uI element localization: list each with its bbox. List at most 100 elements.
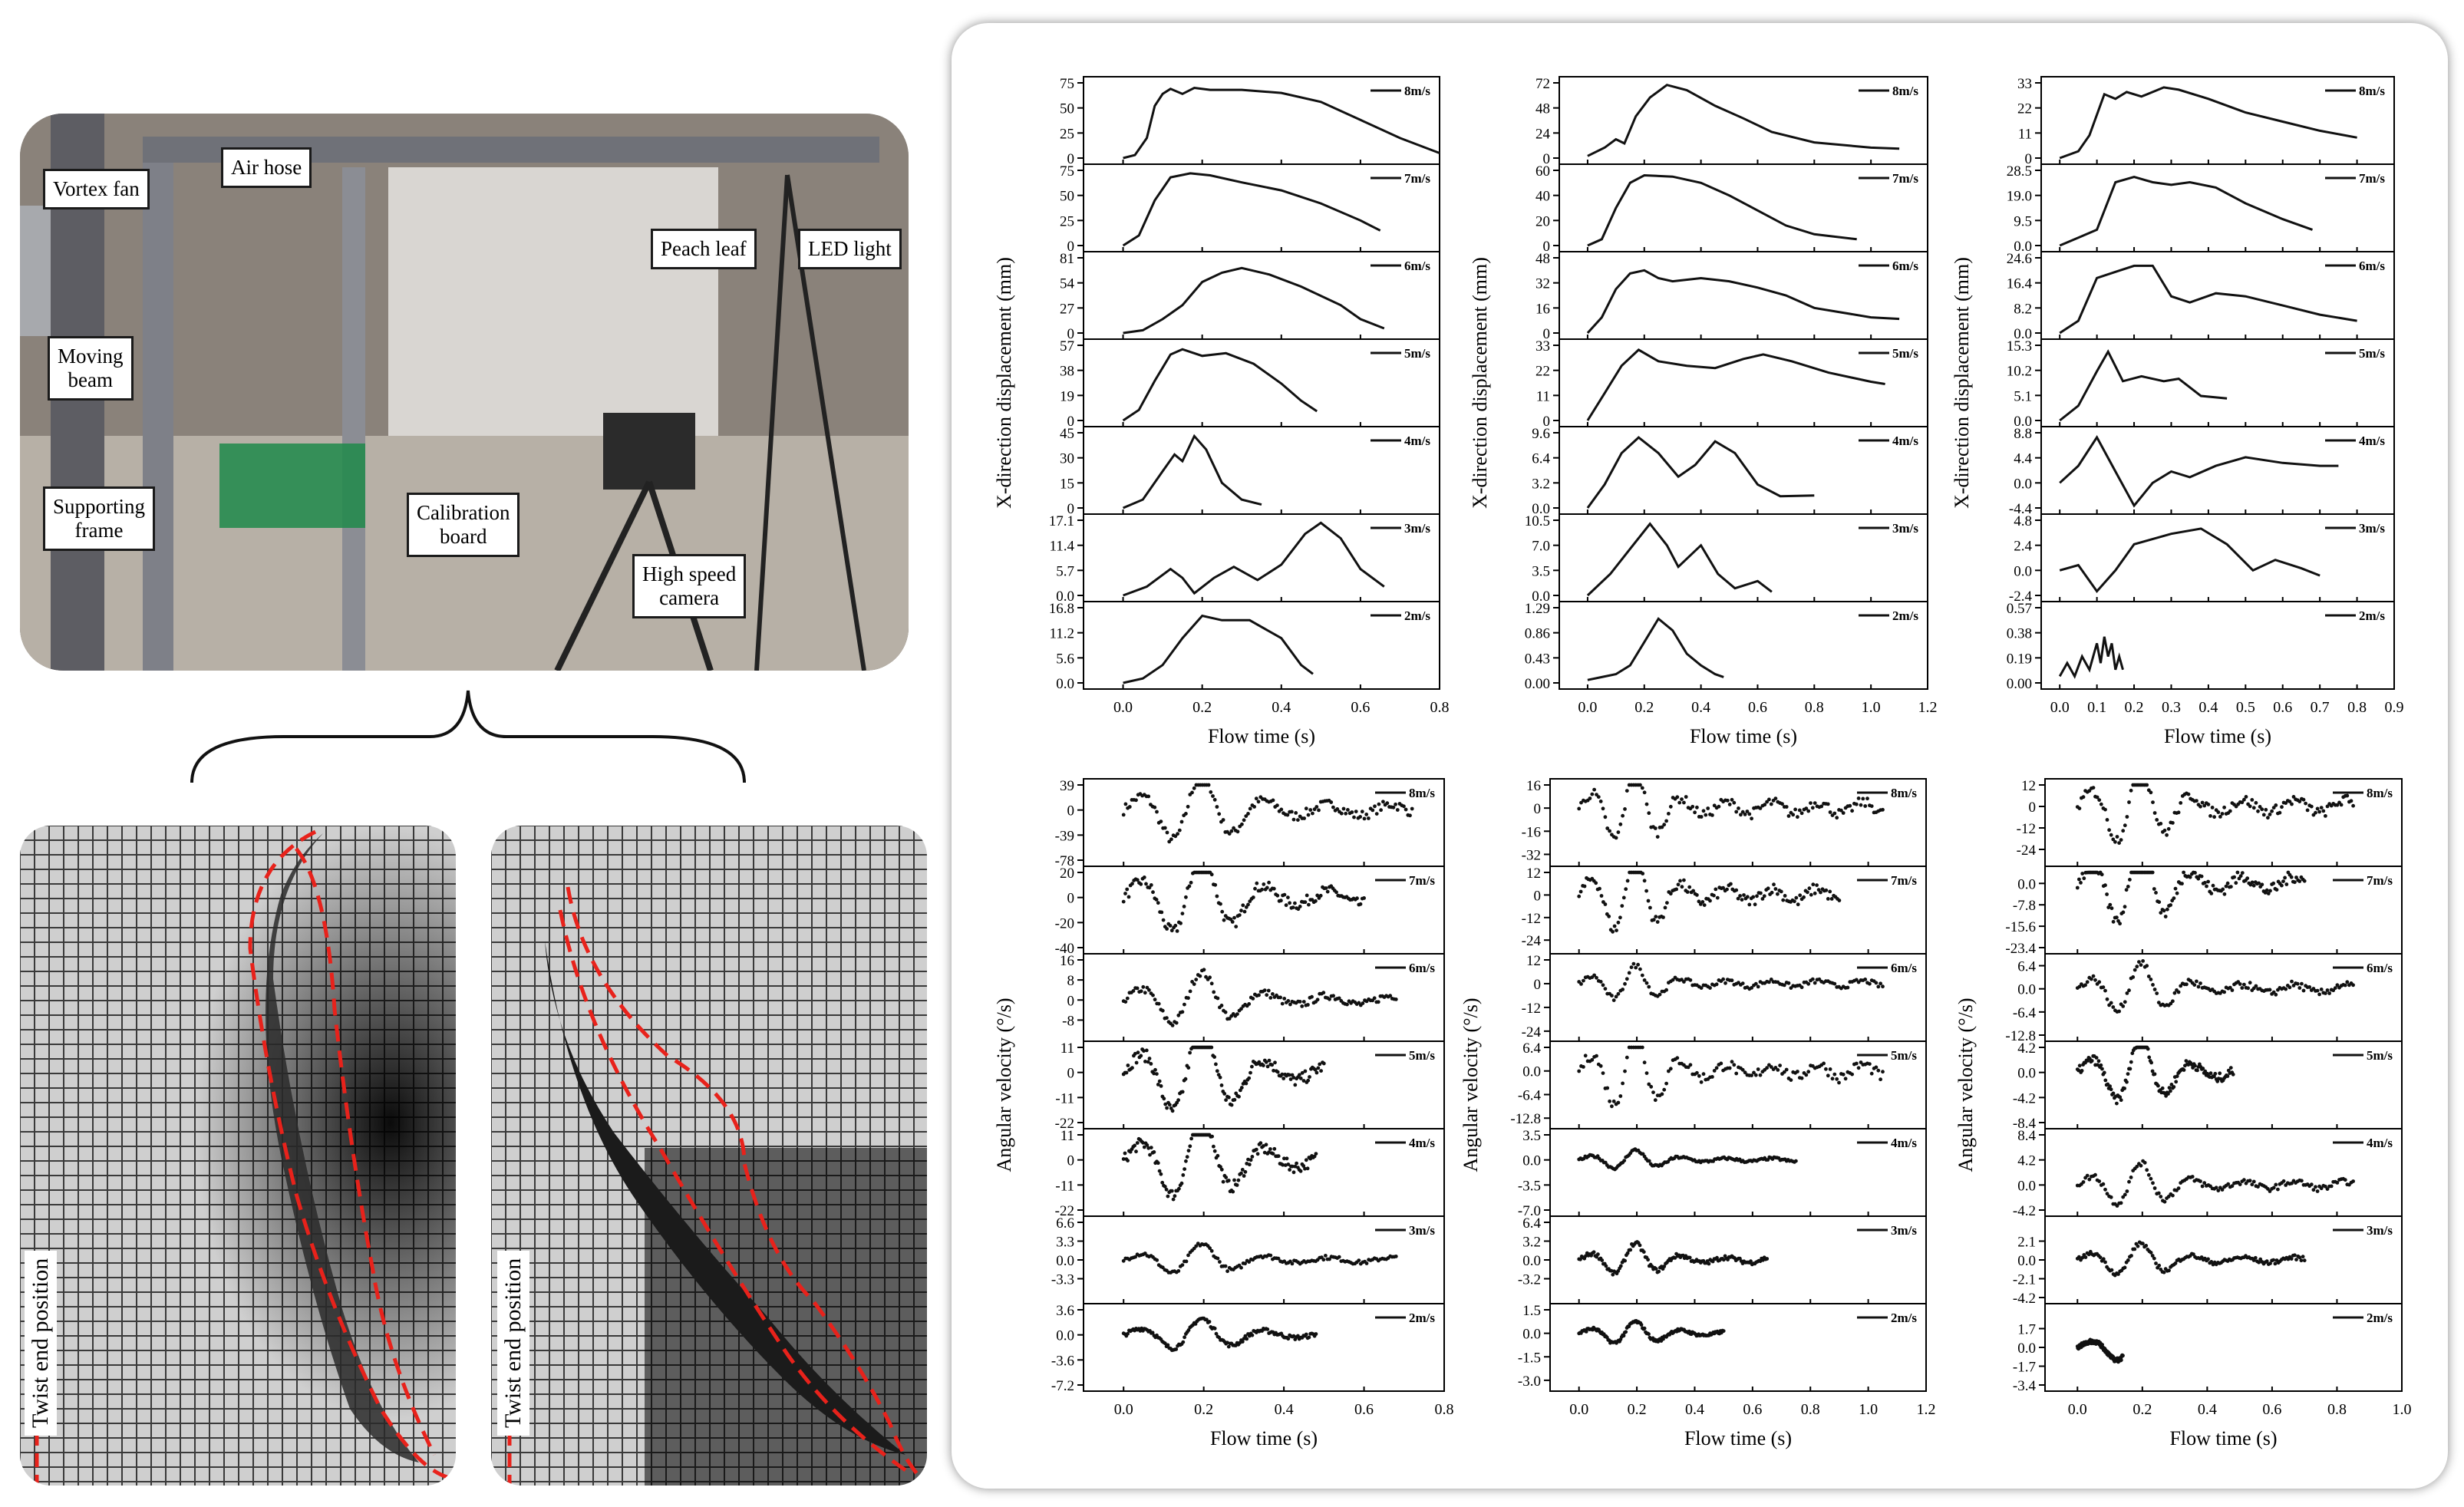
data-point [1644,889,1649,893]
data-point [1618,915,1622,920]
data-point [2125,1189,2129,1193]
data-point [2214,1185,2218,1190]
data-point [1205,1317,1209,1322]
data-point [2096,1059,2101,1063]
data-point [1290,1164,1295,1169]
data-point [2274,888,2279,892]
data-point [2149,1060,2154,1065]
data-point [2077,1255,2081,1259]
data-point [1304,806,1308,811]
data-point [2091,974,2096,978]
data-point [1125,887,1130,892]
data-point [1337,996,1341,1001]
data-point [2182,1068,2186,1072]
data-point [1133,1143,1136,1148]
legend-label: 2m/s [1409,1311,1435,1325]
data-point [2101,985,2106,989]
data-point [1843,1077,1848,1081]
x-tick-label: 0.5 [2236,699,2255,716]
data-point [1296,1334,1300,1338]
series-line [2058,636,2124,679]
data-point [1175,929,1179,933]
data-point [1235,829,1240,834]
data-point [2108,902,2113,907]
data-point [1220,909,1225,914]
data-point [2351,1179,2356,1183]
data-point [1638,1243,1642,1248]
data-point [2199,874,2204,879]
data-point [1769,978,1773,981]
data-point [1584,1254,1588,1258]
data-point [1599,894,1604,898]
data-point [1881,1070,1885,1074]
data-point [1578,889,1583,894]
data-point [1262,1144,1265,1148]
data-point [1225,1269,1229,1274]
data-point [2206,803,2211,806]
data-point [1360,810,1364,814]
series-line [1586,269,1900,335]
data-point [1601,1071,1605,1075]
legend-label: 2m/s [1891,1311,1917,1325]
y-tick-label: 0.86 [1525,626,1550,642]
data-point [1582,978,1585,983]
data-point [1781,898,1786,902]
data-point [2244,795,2248,799]
data-point [2123,1192,2127,1197]
data-point [1628,1248,1633,1252]
data-point [1293,1083,1298,1087]
data-point [1303,1069,1308,1073]
data-point [1285,813,1290,817]
data-point [1671,978,1675,982]
data-point [2242,797,2246,802]
data-point [1174,1021,1179,1025]
data-point [1745,810,1750,813]
data-point [1598,1063,1603,1068]
data-point [1610,1104,1614,1109]
y-tick-label: -4.4 [2009,501,2033,517]
data-point [1188,1144,1192,1149]
data-point [2179,801,2183,805]
data-point [1278,995,1282,1000]
data-point [2248,981,2252,985]
data-point [1141,1140,1145,1145]
data-point [2121,829,2126,833]
data-point [1702,903,1707,907]
data-point [1232,1097,1237,1102]
data-point [1250,1333,1255,1337]
annotation-outline-1 [248,829,450,1480]
data-point [1654,915,1658,918]
legend-label: 3m/s [1404,521,1430,536]
y-tick-label: 11 [1060,1128,1074,1144]
data-point [2115,1204,2119,1208]
data-point [1216,1153,1220,1158]
data-point [2109,1268,2114,1272]
y-tick-label: 0 [2029,800,2037,816]
data-point [2103,883,2107,888]
data-point [1723,981,1727,985]
data-point [1210,1134,1214,1139]
y-tick-label: -12 [1522,1001,1541,1017]
data-point [2162,1199,2167,1204]
data-point [1153,1067,1157,1072]
data-point [2228,1066,2233,1070]
y-tick-label: 25 [1060,126,1074,142]
data-point [1180,1090,1185,1094]
data-point [1123,802,1128,806]
x-tick-label: 0.4 [1275,1401,1294,1418]
data-point [1301,1079,1306,1083]
data-point [2175,891,2179,895]
data-point [1832,1072,1837,1077]
data-point [2319,988,2324,991]
data-point [1745,895,1750,899]
data-point [1638,967,1642,971]
data-point [1163,1102,1168,1106]
data-point [1306,1078,1311,1083]
y-tick-label: 8.8 [2014,426,2032,442]
data-point [1276,1154,1281,1159]
data-point [1307,902,1311,907]
supporting-frame-label: Supporting frame [43,486,156,551]
legend-label: 3m/s [1409,1223,1435,1238]
data-point [2224,884,2228,889]
data-point [1268,1147,1272,1151]
